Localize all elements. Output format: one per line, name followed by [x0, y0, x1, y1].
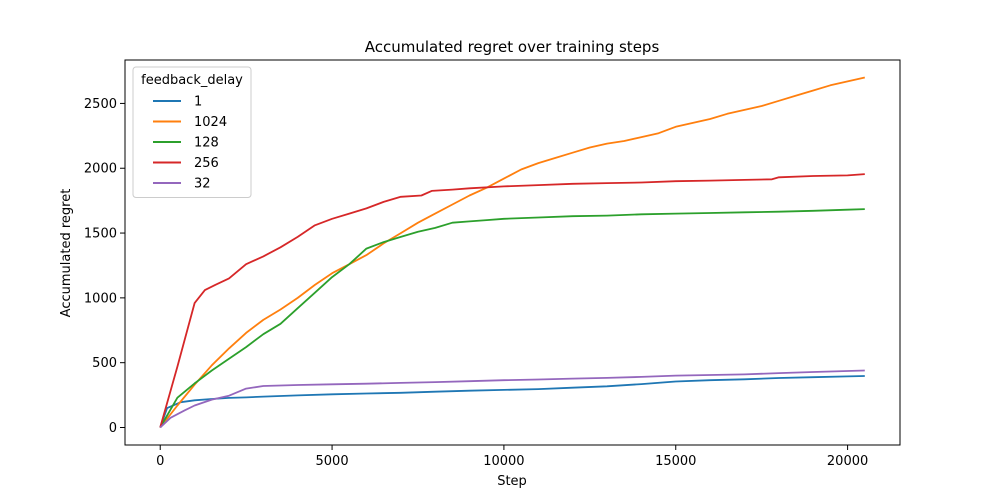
legend-label: 32	[194, 177, 211, 192]
x-tick-label: 20000	[827, 454, 868, 469]
chart-title: Accumulated regret over training steps	[365, 38, 660, 56]
series-line-1	[159, 375, 865, 428]
x-tick-label: 5000	[316, 454, 349, 469]
x-tick-label: 10000	[483, 454, 524, 469]
y-tick-label: 1500	[84, 227, 117, 242]
legend-label: 128	[194, 136, 219, 151]
y-tick-label: 2500	[84, 97, 117, 112]
y-axis-label: Accumulated regret	[59, 189, 74, 318]
x-tick-label: 0	[156, 454, 164, 469]
y-axis: 0 500 1000 1500 2000 2500	[84, 97, 125, 436]
series-line-256	[159, 173, 865, 428]
series-lines	[159, 76, 865, 429]
y-tick-label: 500	[92, 356, 117, 371]
y-tick-label: 1000	[84, 291, 117, 306]
legend-label: 1024	[194, 115, 227, 130]
x-tick-label: 15000	[655, 454, 696, 469]
x-axis: 0 5000 10000 15000 20000	[156, 445, 868, 469]
legend-title: feedback_delay	[141, 73, 243, 88]
plot-area-frame	[124, 59, 901, 446]
y-tick-label: 2000	[84, 162, 117, 177]
y-tick-label: 0	[109, 421, 117, 436]
legend-label: 256	[194, 156, 219, 171]
series-line-1024	[159, 76, 865, 429]
legend-box	[132, 66, 252, 198]
x-axis-label: Step	[497, 474, 527, 489]
series-line-32	[159, 369, 865, 429]
series-line-128	[159, 208, 865, 428]
legend-label: 1	[194, 95, 202, 110]
legend: feedback_delay 1 1024 128 256 32	[132, 66, 252, 198]
